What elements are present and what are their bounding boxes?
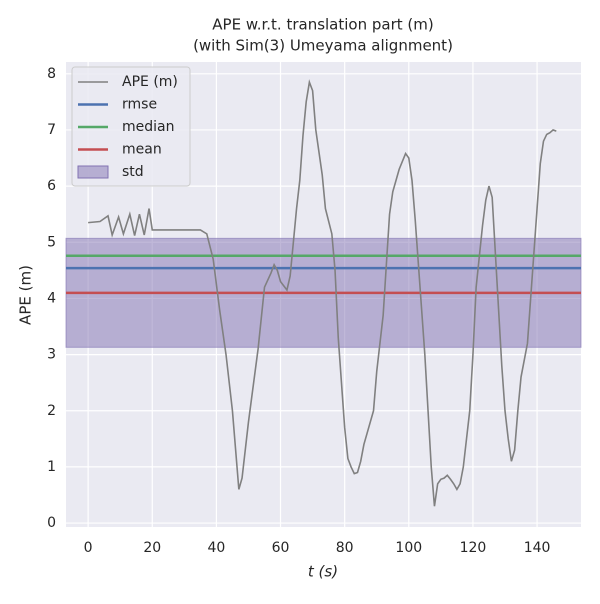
x-tick-label: 100 [395, 540, 422, 556]
chart-subtitle: (with Sim(3) Umeyama alignment) [193, 37, 453, 55]
x-tick-label: 60 [272, 540, 290, 556]
plot [65, 79, 582, 507]
legend-label: rmse [122, 97, 157, 113]
legend-box [71, 66, 191, 187]
y-tick-label: 0 [47, 515, 56, 531]
legend: APE (m) rmse median mean std [77, 74, 178, 180]
y-axis-label: APE (m) [17, 265, 35, 325]
legend-label: std [122, 164, 144, 180]
legend-label: mean [122, 142, 162, 158]
y-tick-label: 3 [47, 347, 56, 363]
ticks: 0 20 40 60 80 100 120 140 0 1 2 3 4 5 6 7 8 [47, 66, 550, 556]
x-axis-label: t (s) [308, 563, 338, 581]
x-tick-label: 0 [84, 540, 93, 556]
x-tick-label: 140 [524, 540, 551, 556]
legend-swatch [77, 165, 109, 179]
y-tick-label: 1 [47, 459, 56, 475]
x-tick-label: 40 [207, 540, 225, 556]
y-tick-label: 7 [47, 122, 56, 138]
y-tick-label: 4 [47, 290, 56, 306]
x-tick-label: 20 [143, 540, 161, 556]
legend-label: median [122, 119, 174, 135]
x-tick-label: 80 [336, 540, 354, 556]
data-line [88, 79, 557, 507]
y-tick-label: 8 [47, 66, 56, 82]
y-tick-label: 6 [47, 178, 56, 194]
y-tick-label: 2 [47, 403, 56, 419]
legend-label: APE (m) [122, 74, 178, 90]
y-tick-label: 5 [47, 234, 56, 250]
chart-title: APE w.r.t. translation part (m) [212, 16, 433, 34]
x-tick-label: 120 [460, 540, 487, 556]
